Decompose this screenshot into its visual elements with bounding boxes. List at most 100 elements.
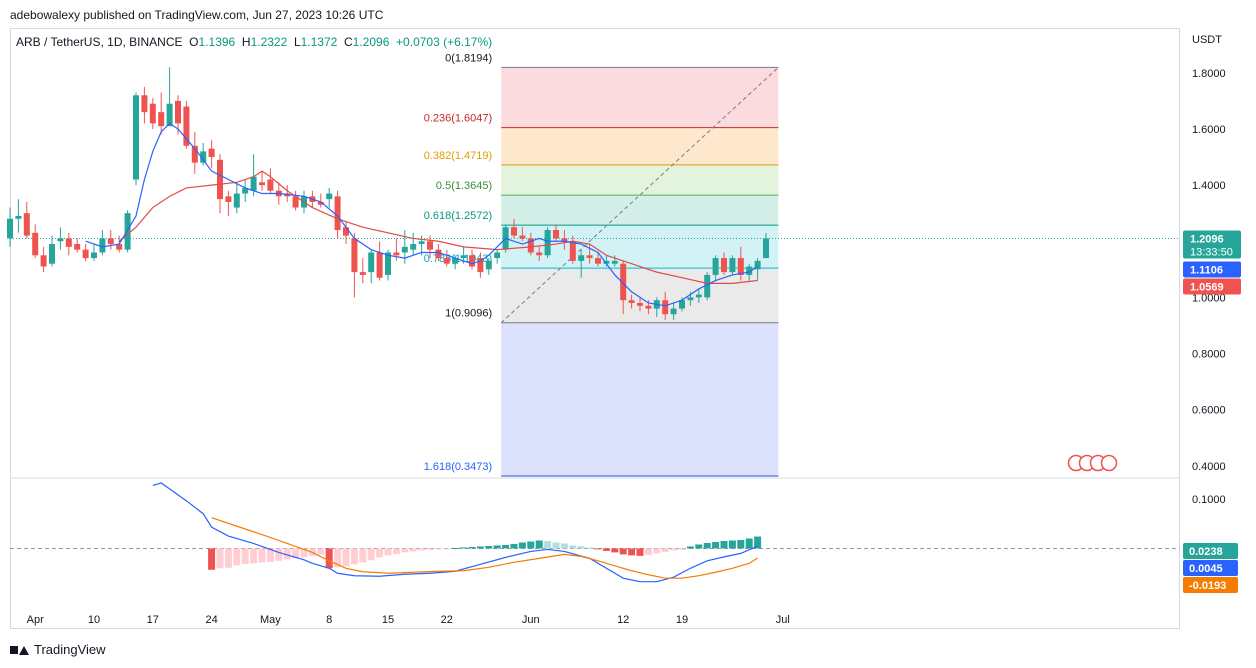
candle-body (292, 196, 299, 208)
candle-body (452, 258, 459, 264)
price-tag (1183, 278, 1241, 295)
macd-histogram-bar (653, 548, 661, 554)
time-axis-label: Apr (27, 614, 44, 626)
time-axis-label: May (260, 614, 281, 626)
fib-label-0.5: 0.5(1.3645) (436, 180, 492, 192)
chart-frame (10, 28, 1180, 629)
macd-tag (1183, 577, 1238, 593)
candle-body (124, 213, 131, 250)
candle-body (435, 249, 442, 259)
macd-histogram-bar (292, 548, 300, 559)
candle-body (217, 159, 223, 200)
candle-body (645, 305, 652, 309)
candle-body (443, 258, 450, 264)
macd-histogram-bar (686, 546, 694, 549)
candle-body (586, 255, 593, 259)
macd-histogram-bar (560, 543, 568, 549)
macd-histogram-bar (527, 541, 535, 549)
macd-histogram-bar (334, 548, 342, 568)
macd-histogram-bar (569, 545, 577, 549)
candle-body (679, 300, 685, 309)
time-axis-label: Jul (776, 614, 790, 626)
macd-histogram-bar (754, 536, 762, 549)
publisher-header: adebowalexy published on TradingView.com… (10, 8, 384, 22)
price-tag-value: 1.2096 (1190, 234, 1224, 246)
macd-histogram-bar (468, 546, 476, 549)
fib-label-0.382: 0.382(1.4719) (424, 150, 493, 162)
candle-body (553, 230, 559, 239)
price-tag-value: 1.0569 (1190, 282, 1224, 294)
macd-histogram-bar (350, 548, 358, 565)
candle-body (511, 227, 517, 236)
macd-histogram-bar (300, 548, 308, 558)
candle-body (729, 258, 736, 273)
candle-body (15, 215, 22, 219)
axis-unit: USDT (1192, 34, 1222, 46)
macd-histogram-bar (409, 548, 417, 552)
macd-histogram-bar (376, 548, 384, 558)
macd-histogram-bar (401, 548, 409, 553)
candle-body (620, 263, 627, 301)
candle-body (712, 258, 719, 275)
candle-body (74, 244, 81, 250)
fib-zone-1.618 (501, 322, 779, 477)
macd-histogram-bar (661, 548, 669, 552)
macd-axis-label: 0.1000 (1192, 494, 1226, 506)
candle-body (519, 235, 526, 239)
candle-body (460, 255, 467, 259)
macd-histogram-bar (266, 548, 274, 562)
macd-histogram-bar (460, 547, 468, 549)
macd-histogram-bar (476, 546, 484, 549)
candle-body (57, 238, 64, 242)
time-axis-label: 19 (676, 614, 688, 626)
candle-body (242, 187, 249, 194)
footer-brand: TradingView (34, 642, 106, 657)
macd-histogram-bar (552, 542, 560, 549)
symbol-name: ARB / TetherUS, 1D, BINANCE (16, 35, 183, 49)
moving-average-fast (85, 122, 758, 307)
symbol-legend: ARB / TetherUS, 1D, BINANCE O1.1396 H1.2… (16, 35, 492, 49)
candle-body (225, 196, 232, 202)
macd-histogram-bar (712, 541, 720, 549)
candle-body (494, 252, 501, 259)
candle-body (40, 255, 47, 267)
price-tag (1183, 261, 1241, 278)
macd-histogram-bar (342, 548, 350, 567)
fib-zone-1 (501, 268, 779, 323)
macd-histogram-bar (619, 548, 627, 555)
price-axis-label: 1.8000 (1192, 68, 1226, 80)
macd-histogram-bar (434, 548, 442, 550)
candle-body (259, 182, 265, 186)
candle-body (376, 252, 383, 278)
macd-histogram-bar (325, 548, 333, 569)
macd-histogram-bar (317, 548, 325, 555)
macd-line (152, 482, 758, 583)
fib-label-0.236: 0.236(1.6047) (424, 113, 493, 125)
price-axis-label: 0.6000 (1192, 405, 1226, 417)
candle-body (175, 100, 181, 124)
high-value: 1.2322 (250, 35, 288, 49)
low-label: L (293, 35, 301, 49)
open-value: 1.1396 (198, 35, 236, 49)
fib-zone-0.5 (501, 164, 779, 196)
fib-zone-0.382 (501, 127, 779, 165)
macd-histogram-bar (451, 547, 459, 549)
candle-body (410, 244, 417, 250)
signal-line (211, 517, 758, 579)
tradingview-logo-icon (10, 644, 29, 656)
price-axis-label: 0.8000 (1192, 349, 1226, 361)
candle-body (544, 230, 551, 256)
moving-average-slow (118, 170, 758, 284)
footer[interactable]: TradingView (10, 642, 106, 657)
macd-histogram-bar (485, 545, 493, 549)
price-axis-label: 1.6000 (1192, 124, 1226, 136)
macd-tag (1183, 560, 1238, 576)
candle-body (317, 201, 324, 205)
candle-body (133, 95, 139, 180)
fib-zone-0.236 (501, 67, 779, 128)
candle-body (662, 300, 669, 315)
low-value: 1.1372 (300, 35, 338, 49)
macd-tag-value: 0.0045 (1189, 563, 1223, 575)
candle-body (65, 238, 72, 247)
